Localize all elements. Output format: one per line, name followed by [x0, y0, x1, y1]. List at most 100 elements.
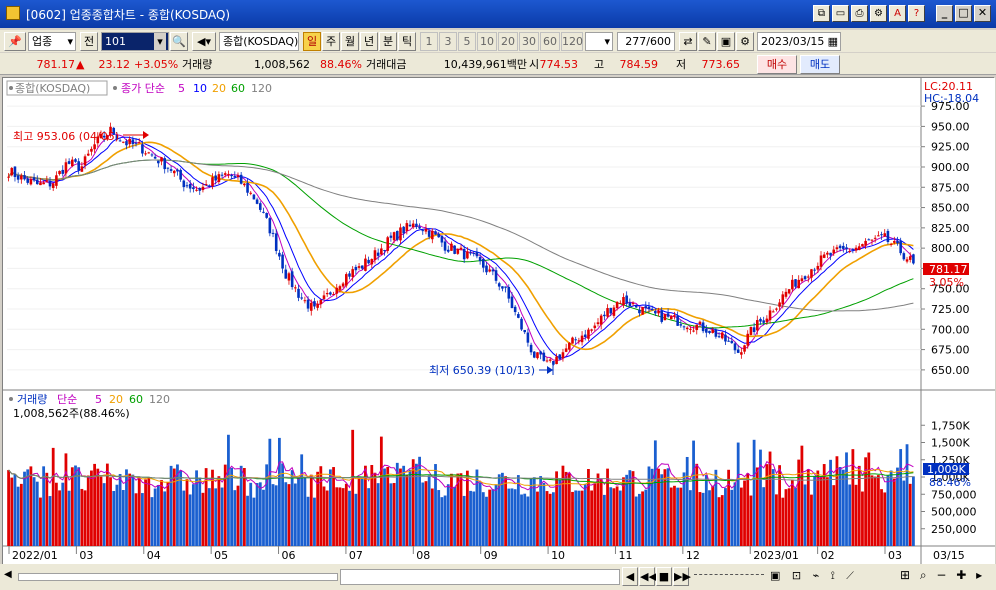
interval-custom-select[interactable]: ▾	[585, 32, 613, 51]
volume-bar	[612, 488, 616, 546]
speed-slider[interactable]	[694, 574, 764, 577]
link-icon[interactable]: ⧉	[813, 5, 830, 22]
speaker-icon[interactable]: ◀▾	[192, 32, 216, 51]
interval-10[interactable]: 10	[477, 32, 497, 51]
candle-body	[810, 269, 813, 278]
candle-body	[246, 182, 249, 193]
candle-body	[204, 184, 208, 186]
period-day[interactable]: 일	[303, 32, 321, 51]
save-icon[interactable]: ▣	[717, 32, 735, 51]
period-year[interactable]: 년	[360, 32, 378, 51]
code-input[interactable]: 101 ▾	[101, 32, 169, 51]
volume-bar	[348, 490, 351, 546]
print-icon[interactable]: ⎙	[851, 5, 868, 22]
font-icon[interactable]: A	[889, 5, 906, 22]
period-week[interactable]: 주	[322, 32, 340, 51]
scroll-track[interactable]	[340, 569, 620, 585]
minimize-button[interactable]: _	[936, 5, 953, 22]
search-icon[interactable]: 🔍	[170, 32, 188, 51]
volume-bar	[567, 472, 571, 546]
pin-icon[interactable]: 📌	[4, 32, 26, 51]
zoom-icons[interactable]: ⊞ ⌕ − ✚ ▸	[900, 568, 986, 582]
candle-body	[208, 185, 211, 187]
scroll-left-icon[interactable]: ◀	[4, 569, 12, 580]
candle-body	[685, 327, 689, 330]
volume-bar	[99, 476, 103, 546]
volume-bar	[864, 457, 868, 546]
nav-prev-button[interactable]: ◀	[622, 567, 638, 586]
sell-button[interactable]: 매도	[800, 55, 840, 74]
candle-body	[845, 247, 848, 250]
volume-bar	[650, 468, 654, 546]
nav-forward-button[interactable]: ▶▶	[673, 567, 691, 586]
volume-bar	[443, 495, 447, 546]
chart-area[interactable]: 975.00 950.00 925.00 900.00 875.00 850.00 825.…	[2, 77, 995, 565]
interval-60[interactable]: 60	[540, 32, 560, 51]
volume-bar	[631, 471, 635, 546]
volume-bar	[176, 464, 179, 546]
all-button[interactable]: 전	[80, 32, 98, 51]
candle-body	[274, 233, 278, 251]
volume-bar	[545, 491, 549, 546]
volume-bar	[539, 476, 543, 546]
volume-bar	[204, 468, 208, 546]
volume-bar	[415, 463, 418, 546]
volume-tick-label: 1,500K	[931, 437, 970, 450]
ma-20: 20	[212, 82, 226, 95]
volume-bar	[873, 476, 877, 546]
volume-bar	[577, 490, 581, 546]
scroll-icon[interactable]: ⇄	[679, 32, 697, 51]
candle-body	[650, 308, 654, 311]
period-minute[interactable]: 분	[379, 32, 397, 51]
volume-bar	[207, 488, 211, 546]
buy-button[interactable]: 매수	[757, 55, 797, 74]
horizontal-scrollbar[interactable]	[18, 573, 338, 581]
interval-1[interactable]: 1	[420, 32, 438, 51]
volume-bar	[813, 475, 817, 546]
help-icon[interactable]: ?	[908, 5, 925, 22]
candle-body	[711, 329, 714, 333]
period-tick[interactable]: 틱	[398, 32, 416, 51]
volume-bar	[389, 483, 393, 546]
volume-bar	[488, 489, 492, 546]
period-month[interactable]: 월	[341, 32, 359, 51]
candle-body	[912, 254, 915, 264]
interval-3[interactable]: 3	[439, 32, 457, 51]
index-name-field: 종합(KOSDAQ)	[219, 32, 299, 51]
settings-icon[interactable]: ⚙	[870, 5, 887, 22]
candle-body	[134, 142, 138, 144]
volume-bar	[714, 469, 718, 546]
interval-30[interactable]: 30	[519, 32, 539, 51]
minimize-tray-icon[interactable]: ▭	[832, 5, 849, 22]
volume-bar	[720, 495, 724, 546]
candle-body	[319, 299, 323, 305]
volume-bar	[195, 470, 198, 546]
draw-tool-icon[interactable]: ✎	[698, 32, 716, 51]
volume-bar	[290, 470, 294, 546]
nav-stop-button[interactable]: ■	[656, 567, 672, 586]
interval-120[interactable]: 120	[561, 32, 583, 51]
config-icon[interactable]: ⚙	[736, 32, 754, 51]
tool-icons[interactable]: ▣ ⊡ ⌁ ⟟ ⟋	[770, 569, 858, 582]
volume-bar	[131, 474, 135, 546]
candle-body	[456, 248, 460, 254]
volume-bar	[427, 475, 431, 546]
volume-bar	[109, 477, 112, 546]
maximize-button[interactable]: □	[955, 5, 972, 22]
date-input[interactable]: 2023/03/15 ▦	[757, 32, 841, 51]
volume-bar	[628, 470, 632, 546]
high-value: 784.59	[619, 58, 659, 71]
category-select[interactable]: 업종 ▾	[28, 32, 76, 51]
candle-body	[899, 241, 902, 254]
volume-bar	[405, 475, 409, 546]
close-button[interactable]: ✕	[974, 5, 991, 22]
interval-5[interactable]: 5	[458, 32, 476, 51]
low-value: 773.65	[701, 58, 741, 71]
interval-20[interactable]: 20	[498, 32, 518, 51]
date-tick-label: 11	[618, 549, 632, 562]
candle-body	[185, 185, 189, 187]
chart-canvas[interactable]: 975.00 950.00 925.00 900.00 875.00 850.00 825.…	[3, 78, 995, 565]
candle-body	[405, 223, 409, 231]
nav-rewind-button[interactable]: ◀◀	[639, 567, 657, 586]
count-input[interactable]: 277/600	[617, 32, 675, 51]
